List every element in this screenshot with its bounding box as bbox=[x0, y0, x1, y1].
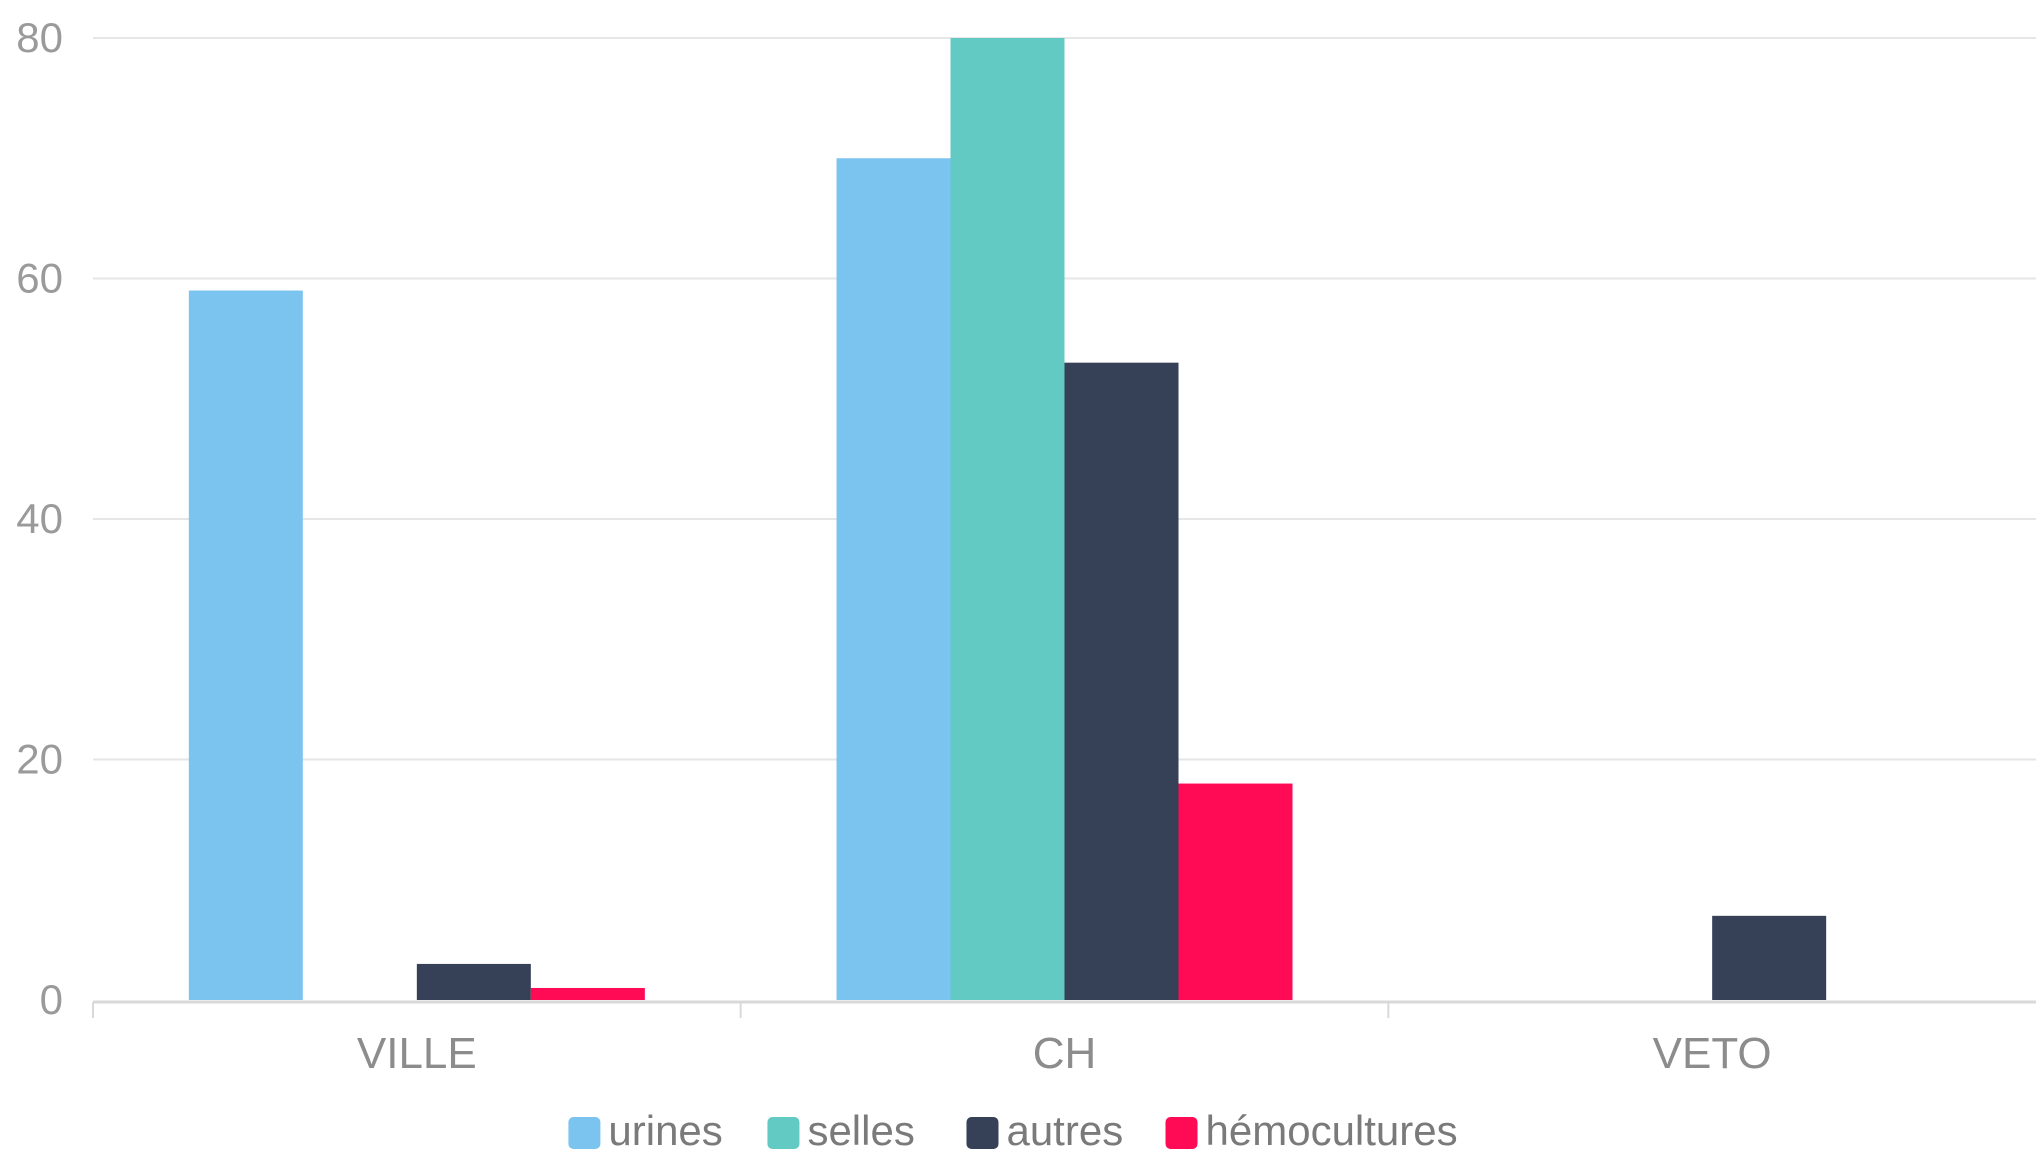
bar-urines-ville[interactable] bbox=[188, 290, 303, 1000]
bar-urines-ch[interactable] bbox=[836, 158, 951, 1000]
legend-label: hémocultures bbox=[1206, 1107, 1458, 1154]
bar-hémocultures-ch[interactable] bbox=[1178, 783, 1293, 1000]
x-axis: VILLE CH VETO bbox=[92, 1000, 2036, 1078]
y-tick-label: 80 bbox=[16, 14, 63, 61]
x-tick-label: CH bbox=[1033, 1029, 1097, 1078]
x-tick-label: VILLE bbox=[357, 1029, 477, 1078]
bar-autres-ville[interactable] bbox=[416, 963, 531, 1000]
bars bbox=[188, 38, 1827, 1000]
y-tick-label: 0 bbox=[40, 976, 63, 1023]
legend-item-selles[interactable]: selles bbox=[767, 1107, 915, 1154]
legend-swatch bbox=[966, 1117, 999, 1149]
bar-hémocultures-ville[interactable] bbox=[530, 987, 645, 1000]
bar-selles-ch[interactable] bbox=[950, 38, 1065, 1000]
legend[interactable]: urines selles autres hémocultures bbox=[568, 1107, 1458, 1154]
legend-item-autres[interactable]: autres bbox=[966, 1107, 1123, 1154]
legend-swatch bbox=[767, 1117, 800, 1149]
legend-item-urines[interactable]: urines bbox=[568, 1107, 723, 1154]
legend-item-hémocultures[interactable]: hémocultures bbox=[1165, 1107, 1458, 1154]
legend-label: selles bbox=[807, 1107, 914, 1154]
y-tick-label: 40 bbox=[16, 495, 63, 542]
y-tick-label: 60 bbox=[16, 255, 63, 302]
legend-swatch bbox=[568, 1117, 601, 1149]
bar-autres-veto[interactable] bbox=[1712, 915, 1827, 1000]
legend-label: autres bbox=[1006, 1107, 1123, 1154]
legend-swatch bbox=[1165, 1117, 1198, 1149]
bar-autres-ch[interactable] bbox=[1064, 362, 1179, 1000]
legend-label: urines bbox=[608, 1107, 722, 1154]
x-tick-label: VETO bbox=[1653, 1029, 1772, 1078]
y-tick-label: 20 bbox=[16, 736, 63, 783]
y-axis-ticks: 0 20 40 60 80 bbox=[16, 14, 63, 1023]
